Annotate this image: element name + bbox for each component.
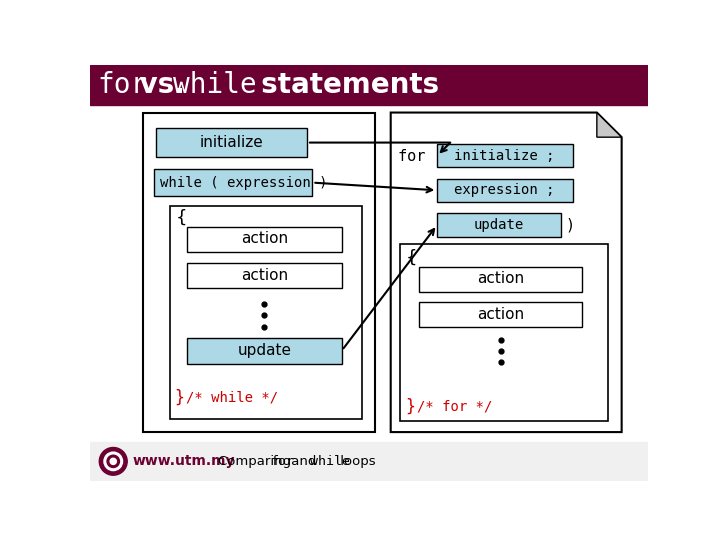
Text: Comparing: Comparing (218, 455, 295, 468)
Text: for  (: for ( (398, 148, 453, 163)
Text: ): ) (566, 218, 575, 232)
Bar (170, 206, 362, 419)
Bar (143, 112, 375, 432)
Bar (90, 65, 648, 105)
Bar (90, 442, 648, 481)
Bar (437, 144, 573, 167)
Text: while: while (310, 455, 350, 468)
Text: and: and (287, 455, 320, 468)
Text: expression ;: expression ; (454, 183, 555, 197)
Text: loops: loops (336, 455, 376, 468)
Bar (153, 168, 312, 197)
Text: www.utm.my: www.utm.my (132, 454, 235, 468)
Text: {: { (406, 248, 418, 266)
Text: for: for (271, 455, 294, 468)
Bar (400, 244, 608, 421)
Text: update: update (474, 218, 524, 232)
Bar (419, 267, 582, 292)
Text: action: action (477, 272, 524, 286)
Text: action: action (240, 231, 288, 246)
Bar (187, 262, 342, 288)
Text: vs.: vs. (130, 71, 195, 98)
Text: /* while */: /* while */ (186, 390, 278, 404)
Text: while: while (173, 71, 256, 98)
Text: }: } (406, 397, 426, 416)
Polygon shape (597, 112, 621, 137)
Bar (419, 302, 582, 327)
Bar (156, 128, 307, 157)
Bar (437, 213, 561, 237)
Bar (187, 338, 342, 363)
Text: while ( expression ): while ( expression ) (160, 176, 328, 190)
Text: action: action (240, 267, 288, 282)
Bar (187, 226, 342, 252)
Circle shape (104, 452, 122, 470)
Bar (437, 179, 573, 202)
Text: }: } (175, 388, 195, 407)
Text: statements: statements (242, 71, 439, 98)
Text: update: update (238, 343, 292, 358)
Polygon shape (391, 112, 621, 432)
Text: action: action (477, 307, 524, 322)
Text: initialize: initialize (199, 135, 263, 150)
Circle shape (99, 448, 127, 475)
Text: initialize ;: initialize ; (454, 148, 555, 163)
Text: for: for (98, 71, 148, 98)
Text: /* for */: /* for */ (417, 400, 492, 414)
Circle shape (110, 458, 117, 464)
Circle shape (107, 455, 120, 468)
Text: {: { (175, 208, 186, 226)
